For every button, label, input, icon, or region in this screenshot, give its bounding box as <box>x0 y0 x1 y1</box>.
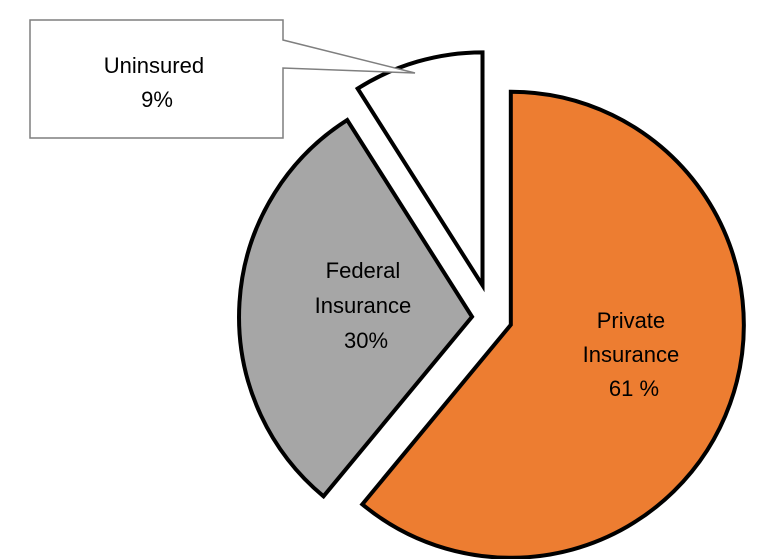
private-label-line-3: 61 % <box>609 376 659 401</box>
federal-label-line-3: 30% <box>344 328 388 353</box>
private-label-line-1: Private <box>597 308 665 333</box>
federal-insurance-label: Federal Insurance 30% <box>315 258 418 353</box>
federal-label-line-1: Federal <box>326 258 401 283</box>
pie-slice-uninsured <box>354 50 485 293</box>
private-label-line-2: Insurance <box>583 342 680 367</box>
uninsured-callout: Uninsured 9% <box>29 19 416 139</box>
pie-slice-federal <box>237 117 475 500</box>
uninsured-label-line-1: Uninsured <box>104 53 204 78</box>
pie-slices <box>237 50 746 559</box>
pie-slice-private <box>359 89 746 559</box>
private-insurance-label: Private Insurance 61 % <box>583 308 686 401</box>
uninsured-label: Uninsured 9% <box>104 53 210 112</box>
callout-box <box>29 19 416 139</box>
federal-label-line-2: Insurance <box>315 293 412 318</box>
uninsured-label-line-2: 9% <box>141 87 173 112</box>
